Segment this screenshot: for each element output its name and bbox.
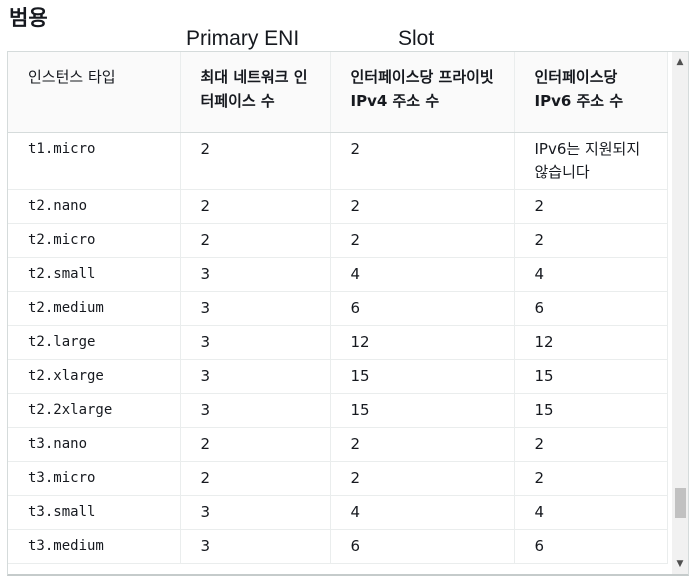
max-interfaces-cell: 2	[180, 223, 331, 258]
max-interfaces-cell: 3	[180, 325, 331, 360]
instance-type-cell: t2.micro	[8, 223, 181, 258]
ipv4-cell: 2	[330, 427, 515, 462]
ipv4-cell: 2	[330, 461, 515, 496]
ipv6-cell: 2	[514, 427, 668, 462]
table-row: t2.micro 2 2 2	[8, 223, 668, 258]
max-interfaces-cell: 3	[180, 495, 331, 530]
ipv6-cell: IPv6는 지원되지 않습니다	[514, 132, 668, 190]
ipv6-cell: 4	[514, 495, 668, 530]
instance-type-cell: t3.small	[8, 495, 181, 530]
max-interfaces-cell: 3	[180, 393, 331, 428]
instance-type-cell: t2.nano	[8, 189, 181, 224]
ipv4-cell: 6	[330, 529, 515, 564]
ipv4-cell: 2	[330, 189, 515, 224]
max-interfaces-cell: 2	[180, 461, 331, 496]
ipv6-cell: 6	[514, 291, 668, 326]
ipv6-cell: 2	[514, 189, 668, 224]
header-ipv6-per-interface: 인터페이스당 IPv6 주소 수	[514, 52, 668, 133]
table-row: t2.small 3 4 4	[8, 257, 668, 292]
max-interfaces-cell: 3	[180, 529, 331, 564]
ipv4-cell: 15	[330, 393, 515, 428]
table-row: t3.micro 2 2 2	[8, 461, 668, 496]
instance-type-cell: t3.medium	[8, 529, 181, 564]
ipv4-cell: 15	[330, 359, 515, 394]
max-interfaces-cell: 3	[180, 291, 331, 326]
scrollbar-thumb[interactable]	[675, 488, 686, 518]
ipv6-cell: 6	[514, 529, 668, 564]
eni-table: 인스턴스 타입 최대 네트워크 인터페이스 수 인터페이스당 프라이빗 IPv4…	[8, 52, 668, 564]
scroll-up-icon[interactable]: ▲	[676, 57, 684, 67]
instance-type-cell: t3.nano	[8, 427, 181, 462]
max-interfaces-cell: 3	[180, 359, 331, 394]
ipv6-cell: 15	[514, 359, 668, 394]
table-row: t2.large 3 12 12	[8, 325, 668, 360]
primary-eni-label: Primary ENI	[186, 27, 300, 50]
instance-type-cell: t3.micro	[8, 461, 181, 496]
max-interfaces-cell: 2	[180, 132, 331, 190]
table-row: t3.small 3 4 4	[8, 495, 668, 530]
ipv4-cell: 4	[330, 257, 515, 292]
vertical-scrollbar[interactable]: ▲ ▼	[672, 52, 688, 574]
ipv6-cell: 2	[514, 461, 668, 496]
ipv4-cell: 2	[330, 223, 515, 258]
table-row: t3.medium 3 6 6	[8, 529, 668, 564]
table-row: t3.nano 2 2 2	[8, 427, 668, 462]
table-container[interactable]: 인스턴스 타입 최대 네트워크 인터페이스 수 인터페이스당 프라이빗 IPv4…	[7, 51, 689, 576]
max-interfaces-cell: 2	[180, 189, 331, 224]
instance-type-cell: t2.large	[8, 325, 181, 360]
header-ipv4-per-interface: 인터페이스당 프라이빗 IPv4 주소 수	[330, 52, 515, 133]
ipv6-cell: 4	[514, 257, 668, 292]
table-row: t2.medium 3 6 6	[8, 291, 668, 326]
table-row: t1.micro 2 2 IPv6는 지원되지 않습니다	[8, 132, 668, 190]
table-header-row: 인스턴스 타입 최대 네트워크 인터페이스 수 인터페이스당 프라이빗 IPv4…	[8, 52, 668, 133]
ipv4-cell: 6	[330, 291, 515, 326]
header-max-interfaces: 최대 네트워크 인터페이스 수	[180, 52, 331, 133]
ipv4-cell: 2	[330, 132, 515, 190]
table-row: t2.2xlarge 3 15 15	[8, 393, 668, 428]
instance-type-cell: t2.medium	[8, 291, 181, 326]
slot-label: Slot	[398, 27, 435, 50]
ipv6-cell: 12	[514, 325, 668, 360]
ipv4-cell: 12	[330, 325, 515, 360]
instance-type-cell: t2.xlarge	[8, 359, 181, 394]
max-interfaces-cell: 3	[180, 257, 331, 292]
table-row: t2.nano 2 2 2	[8, 189, 668, 224]
header-instance-type: 인스턴스 타입	[8, 52, 181, 133]
instance-type-cell: t1.micro	[8, 132, 181, 190]
ipv6-cell: 15	[514, 393, 668, 428]
instance-type-cell: t2.2xlarge	[8, 393, 181, 428]
instance-type-cell: t2.small	[8, 257, 181, 292]
ipv6-cell: 2	[514, 223, 668, 258]
table-row: t2.xlarge 3 15 15	[8, 359, 668, 394]
scroll-down-icon[interactable]: ▼	[676, 559, 684, 569]
section-title: 범용	[9, 6, 48, 30]
ipv4-cell: 4	[330, 495, 515, 530]
max-interfaces-cell: 2	[180, 427, 331, 462]
